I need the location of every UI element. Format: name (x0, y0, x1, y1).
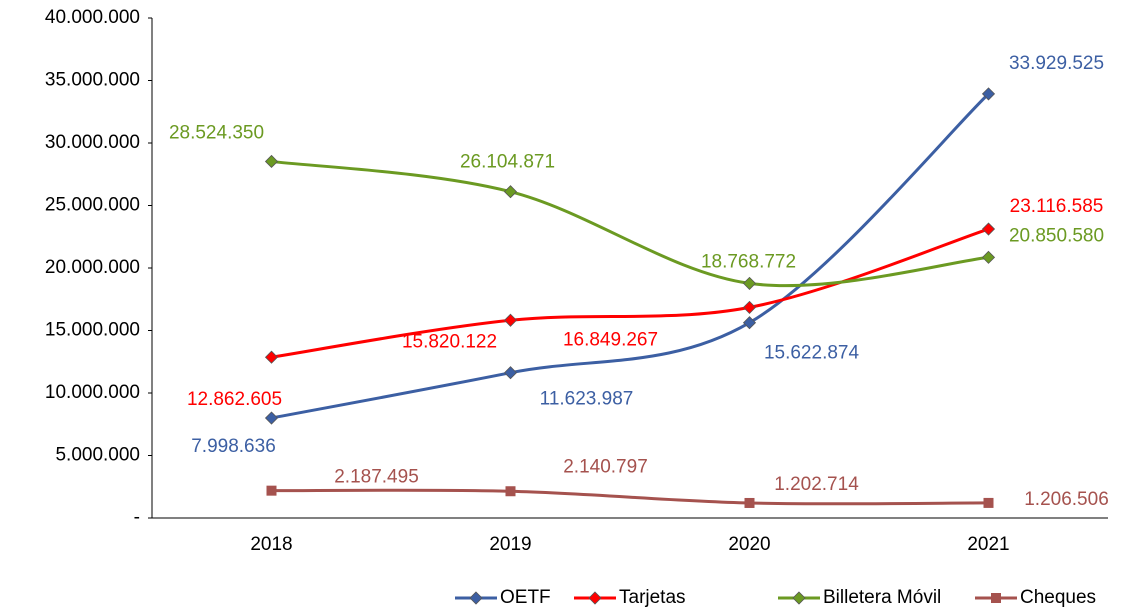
x-tick-label: 2019 (489, 534, 531, 555)
y-tick-label: 15.000.000 (45, 320, 140, 341)
point (981, 222, 996, 236)
point (983, 497, 994, 508)
point (744, 497, 755, 508)
y-tick-label: - (134, 507, 140, 528)
series-line (271, 92, 990, 420)
y-tick-label: 25.000.000 (45, 195, 140, 216)
data-label: 2.140.797 (563, 456, 648, 477)
data-label: 15.622.874 (764, 343, 860, 364)
legend-label: Tarjetas (619, 587, 686, 608)
legend-marker (469, 591, 483, 605)
point (981, 87, 996, 101)
legend-marker (792, 591, 806, 605)
point (981, 250, 996, 264)
data-label: 26.104.871 (460, 152, 555, 173)
series-line (271, 227, 989, 359)
series-line (271, 159, 989, 288)
point (503, 366, 518, 380)
y-tick-label: 40.000.000 (45, 7, 140, 28)
data-label: 1.206.506 (1024, 489, 1109, 510)
y-tick-label: 5.000.000 (55, 445, 140, 466)
point (742, 300, 757, 314)
legend-marker (991, 593, 1001, 603)
point (505, 486, 516, 497)
x-tick-label: 2018 (250, 534, 292, 555)
data-label: 11.623.987 (540, 389, 634, 410)
data-label: 12.862.605 (187, 389, 282, 410)
x-tick-label: 2021 (967, 534, 1009, 555)
point (742, 276, 757, 290)
series-line (271, 488, 989, 506)
legend-label: Cheques (1020, 587, 1096, 608)
point (264, 154, 279, 169)
point (264, 411, 279, 425)
point (503, 313, 518, 327)
data-label: 16.849.267 (563, 329, 658, 350)
point (266, 485, 277, 496)
data-label: 7.998.636 (191, 436, 276, 457)
data-label: 2.187.495 (334, 467, 419, 488)
legend-label: Billetera Móvil (823, 587, 941, 608)
data-label: 28.524.350 (169, 122, 264, 143)
point (503, 185, 518, 199)
data-label: 18.768.772 (701, 251, 796, 272)
data-label: 15.820.122 (402, 331, 497, 352)
data-label: 33.929.525 (1009, 53, 1104, 74)
x-tick-label: 2020 (728, 534, 770, 555)
y-tick-label: 10.000.000 (45, 382, 140, 403)
legend-label: OETF (500, 587, 551, 608)
y-tick-label: 30.000.000 (45, 132, 140, 153)
data-label: 20.850.580 (1009, 225, 1104, 246)
point (742, 316, 757, 330)
data-label: 1.202.714 (774, 474, 859, 495)
y-tick-label: 35.000.000 (45, 70, 140, 91)
legend-marker (588, 591, 602, 605)
point (264, 350, 279, 364)
y-tick-label: 20.000.000 (45, 257, 140, 278)
data-label: 23.116.585 (1010, 196, 1104, 217)
